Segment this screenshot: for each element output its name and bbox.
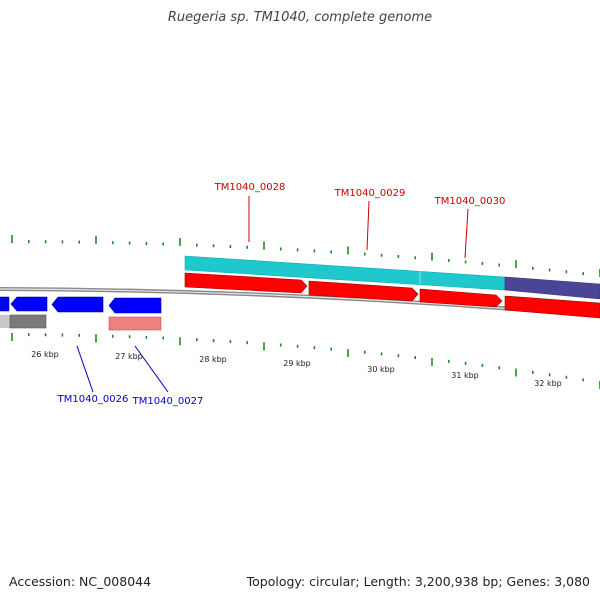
gene-arrow-reverse-a[interactable] <box>10 296 48 312</box>
leader-line-tm1040-0026 <box>76 345 94 393</box>
reverse-feature-light[interactable] <box>0 315 10 328</box>
genome-summary-text: Topology: circular; Length: 3,200,938 bp… <box>246 574 590 589</box>
scale-label: 27 kbp <box>115 352 143 361</box>
accession-text: Accession: NC_008044 <box>9 574 152 589</box>
scale-label: 29 kbp <box>283 359 311 368</box>
gene-arrow-next-forward[interactable] <box>504 295 600 319</box>
scale-label: 30 kbp <box>367 365 395 374</box>
gene-arrow-tm1040-0029[interactable] <box>308 280 419 302</box>
scale-label: 26 kbp <box>31 350 59 359</box>
leader-line-tm1040-0027 <box>134 345 169 393</box>
leader-line-tm1040-0029 <box>366 200 370 251</box>
gene-arrow-tm1040-0028[interactable] <box>184 272 308 294</box>
leader-line-tm1040-0030 <box>464 208 469 259</box>
scale-label: 32 kbp <box>534 379 562 388</box>
gene-arrow-tm1040-0027[interactable] <box>108 297 162 314</box>
reverse-feature-pink[interactable] <box>108 316 162 331</box>
gene-arrow-tm1040-0030[interactable] <box>419 288 503 308</box>
genome-title: Ruegeria sp. TM1040, complete genome <box>167 10 433 25</box>
gene-label-tm1040-0027[interactable]: TM1040_0027 <box>132 396 204 407</box>
gene-label-tm1040-0029[interactable]: TM1040_0029 <box>334 188 406 199</box>
gene-label-tm1040-0026[interactable]: TM1040_0026 <box>57 394 129 405</box>
scale-label: 31 kbp <box>451 371 479 380</box>
reverse-feature-gray[interactable] <box>9 314 47 329</box>
gene-label-tm1040-0028[interactable]: TM1040_0028 <box>214 182 286 193</box>
gene-label-tm1040-0030[interactable]: TM1040_0030 <box>434 196 506 207</box>
gene-arrow-tm1040-0026[interactable] <box>51 296 104 313</box>
tick-marks <box>11 235 600 389</box>
scale-labels: 26 kbp 27 kbp 28 kbp 29 kbp 30 kbp 31 kb… <box>31 350 562 388</box>
scale-label: 28 kbp <box>199 355 227 364</box>
gene-arrow-reverse-edge[interactable] <box>0 296 10 312</box>
cds-feature-purple[interactable] <box>504 276 600 300</box>
